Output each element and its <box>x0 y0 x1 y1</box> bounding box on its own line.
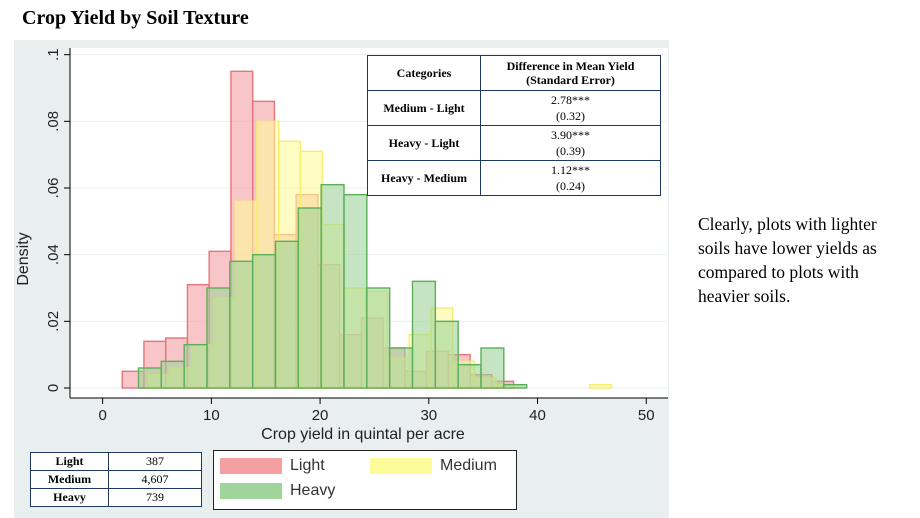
bar-heavy <box>503 383 528 389</box>
bar-heavy <box>343 193 368 389</box>
y-tick-label: .02 <box>45 311 62 332</box>
y-axis-label: Density <box>15 232 32 285</box>
bar-heavy <box>480 347 505 389</box>
bar-heavy <box>388 347 414 389</box>
stats-header-difference: Difference in Mean Yield (Standard Error… <box>480 55 661 91</box>
bar-heavy <box>457 363 482 389</box>
legend-item-light: Light <box>220 457 325 475</box>
count-row: Light 387 <box>30 452 202 471</box>
stats-category: Heavy - Medium <box>367 160 481 196</box>
legend-swatch-light <box>220 458 282 474</box>
stats-estimate: 2.78*** <box>551 93 590 107</box>
legend-item-heavy: Heavy <box>220 482 335 500</box>
count-label: Medium <box>30 470 109 489</box>
x-tick-label: 10 <box>203 407 220 424</box>
stats-estimate: 1.12*** <box>551 163 590 177</box>
bar-heavy <box>434 320 459 389</box>
x-tick-label: 50 <box>638 407 655 424</box>
takeaway-note: Clearly, plots with lighter soils have l… <box>690 206 902 312</box>
bar-heavy <box>160 360 185 389</box>
count-row: Heavy 739 <box>30 488 202 507</box>
slide-title: Crop Yield by Soil Texture <box>22 7 249 29</box>
stats-se: (0.39) <box>556 144 585 158</box>
bar-heavy <box>251 253 277 389</box>
stats-row: Medium - Light 2.78*** (0.32) <box>367 90 661 126</box>
bar-heavy <box>320 183 345 389</box>
y-tick-label: .1 <box>45 48 62 61</box>
x-tick-label: 30 <box>420 407 437 424</box>
count-label: Light <box>30 452 109 471</box>
x-tick-label: 0 <box>98 407 106 424</box>
legend-swatch-medium <box>370 458 432 474</box>
stats-category: Medium - Light <box>367 90 481 126</box>
bar-heavy <box>366 287 391 389</box>
bar-heavy <box>137 367 163 389</box>
x-tick-label: 40 <box>529 407 546 424</box>
stats-header-row: Categories Difference in Mean Yield (Sta… <box>367 55 661 91</box>
count-value: 4,607 <box>108 470 202 489</box>
count-row: Medium 4,607 <box>30 470 202 489</box>
difference-table: Categories Difference in Mean Yield (Sta… <box>367 55 661 196</box>
count-value: 387 <box>108 452 202 471</box>
bar-heavy <box>206 287 231 389</box>
stats-value: 1.12*** (0.24) <box>480 160 661 196</box>
stats-value: 3.90*** (0.39) <box>480 125 661 161</box>
series-heavy <box>137 183 528 389</box>
y-tick-label: .04 <box>45 244 62 265</box>
bar-medium <box>589 383 613 389</box>
stats-estimate: 3.90*** <box>551 128 590 142</box>
chart-panel: 0 .02 .04 .06 .08 .1 0 10 20 30 40 50 Crop yield in… <box>14 40 669 518</box>
legend-item-medium: Medium <box>370 457 497 475</box>
chart-legend: Light Medium Heavy <box>213 450 517 510</box>
bar-heavy <box>183 343 208 389</box>
stats-row: Heavy - Medium 1.12*** (0.24) <box>367 160 661 196</box>
stats-se: (0.32) <box>556 109 585 123</box>
count-label: Heavy <box>30 488 109 507</box>
stats-row: Heavy - Light 3.90*** (0.39) <box>367 125 661 161</box>
y-tick-label: .08 <box>45 111 62 132</box>
bar-heavy <box>274 240 300 389</box>
bars <box>121 70 613 389</box>
y-tick-label: 0 <box>45 384 62 392</box>
stats-se: (0.24) <box>556 179 585 193</box>
stats-value: 2.78*** (0.32) <box>480 90 661 126</box>
legend-swatch-heavy <box>220 483 282 499</box>
legend-label-light: Light <box>290 457 325 474</box>
count-value: 739 <box>108 488 202 507</box>
bar-heavy <box>229 260 254 389</box>
x-tick-label: 20 <box>312 407 329 424</box>
sample-size-table: Light 387 Medium 4,607 Heavy 739 <box>30 452 202 507</box>
y-tick-label: .06 <box>45 178 62 199</box>
stats-category: Heavy - Light <box>367 125 481 161</box>
legend-label-heavy: Heavy <box>290 482 336 499</box>
axes: 0 .02 .04 .06 .08 .1 0 10 20 30 40 50 <box>45 48 668 424</box>
stats-header-categories: Categories <box>367 55 481 91</box>
bar-heavy <box>297 207 322 389</box>
x-axis-label: Crop yield in quintal per acre <box>261 426 465 443</box>
bar-heavy <box>411 280 437 389</box>
legend-label-medium: Medium <box>440 457 497 474</box>
